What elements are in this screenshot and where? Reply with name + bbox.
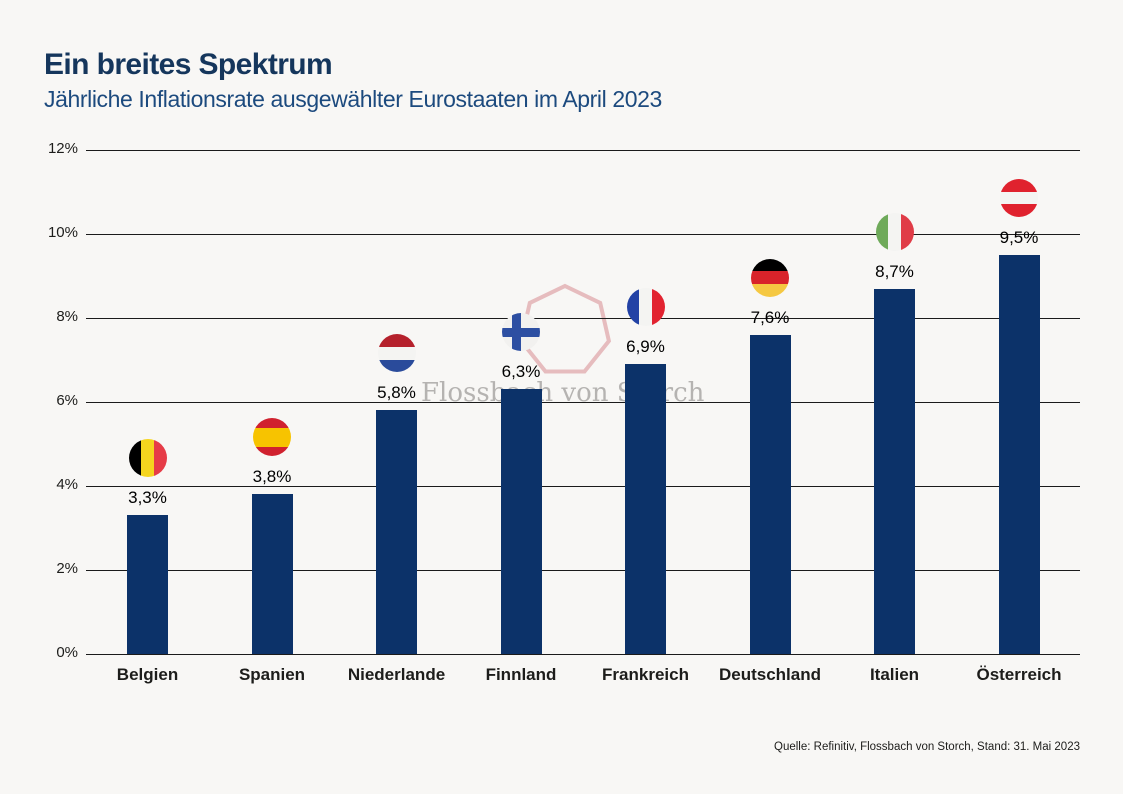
- x-axis-label: Belgien: [116, 665, 179, 684]
- nordic-cross: [511, 313, 521, 352]
- bar-value-label: 3,8%: [252, 467, 292, 487]
- flag-stripe: [377, 347, 416, 360]
- flag-stripe: [1000, 191, 1038, 205]
- gridline-4%: [86, 486, 1080, 487]
- nordic-cross: [502, 327, 540, 337]
- y-axis-tick-label: 4%: [56, 476, 78, 493]
- flag-stripe: [1000, 204, 1038, 217]
- bar-spain: [251, 494, 293, 654]
- flag-stripe: [153, 439, 167, 478]
- spain-flag-icon: [253, 418, 291, 457]
- flag-stripe: [141, 439, 154, 478]
- flag-stripe: [253, 427, 291, 447]
- bar-italy: [874, 288, 915, 654]
- y-axis-tick-label: 8%: [56, 308, 78, 325]
- gridline-8%: [86, 318, 1080, 319]
- flag-stripe: [253, 446, 291, 457]
- gridline-12%: [86, 150, 1080, 151]
- flag-stripe: [253, 418, 291, 428]
- bar-value-label: 9,5%: [999, 228, 1039, 247]
- netherlands-flag-icon: [377, 334, 416, 373]
- x-axis-label: Österreich: [976, 665, 1062, 684]
- flag-stripe: [875, 212, 889, 251]
- bar-germany: [749, 334, 791, 654]
- bar-belgium: [127, 515, 168, 654]
- bar-value-label: 6,3%: [501, 362, 541, 382]
- bar-value-label: 8,7%: [875, 261, 914, 281]
- flag-stripe: [1000, 179, 1038, 192]
- bar-value-label: 7,6%: [750, 307, 790, 327]
- bar-france: [625, 364, 666, 654]
- finland-flag-icon: [502, 313, 540, 352]
- y-axis-tick-label: 0%: [56, 644, 78, 661]
- bar-value-label: 6,9%: [626, 337, 665, 357]
- heptagon-outline-icon: [518, 283, 612, 374]
- y-axis-tick-label: 12%: [47, 140, 78, 157]
- belgium-flag-icon: [128, 439, 167, 478]
- x-axis-label: Finnland: [485, 665, 557, 684]
- italy-flag-icon: [875, 212, 914, 251]
- flag-stripe: [900, 212, 914, 251]
- flag-stripe: [751, 284, 789, 297]
- bar-value-label: 3,3%: [128, 488, 167, 508]
- bar-austria: [998, 255, 1040, 654]
- bar-finland: [500, 389, 542, 654]
- austria-flag-icon: [1000, 179, 1038, 217]
- flag-stripe: [751, 258, 789, 272]
- flag-stripe: [888, 212, 901, 251]
- flag-stripe: [651, 288, 665, 327]
- x-axis-label: Frankreich: [602, 665, 689, 684]
- x-axis-label: Niederlande: [347, 665, 446, 684]
- gridline-6%: [86, 402, 1080, 403]
- flag-stripe: [377, 334, 416, 348]
- germany-flag-icon: [751, 258, 789, 297]
- bar-value-label: 5,8%: [377, 383, 416, 403]
- y-axis-tick-label: 6%: [56, 392, 78, 409]
- gridline-10%: [86, 234, 1080, 235]
- bar-netherlands: [376, 410, 417, 654]
- flag-stripe: [128, 439, 142, 478]
- flag-stripe: [639, 288, 652, 327]
- flag-stripe: [377, 359, 416, 373]
- gridline-2%: [86, 570, 1080, 571]
- flag-stripe: [751, 271, 789, 285]
- gridline-0%: [86, 654, 1080, 655]
- flag-stripe: [626, 288, 640, 327]
- source-note: Quelle: Refinitiv, Flossbach von Storch,…: [774, 741, 1080, 753]
- page-title: Ein breites Spektrum: [44, 48, 333, 81]
- y-axis-tick-label: 2%: [56, 560, 78, 577]
- x-axis-label: Spanien: [238, 665, 306, 684]
- france-flag-icon: [626, 288, 665, 327]
- y-axis-tick-label: 10%: [47, 224, 78, 241]
- x-axis-label: Deutschland: [718, 665, 822, 684]
- x-axis-label: Italien: [869, 665, 920, 684]
- page-subtitle: Jährliche Inflationsrate ausgewählter Eu…: [44, 86, 662, 112]
